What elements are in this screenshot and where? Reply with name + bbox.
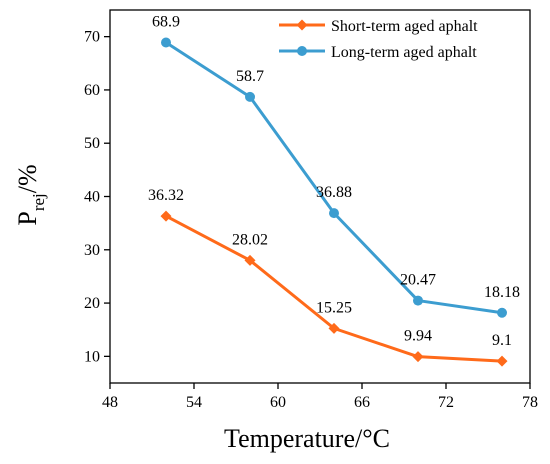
y-tick-label: 60: [84, 82, 100, 99]
ticks: 48 54 60 66 72 78 10 20 30 40 50 60 70: [84, 29, 538, 411]
series-line-1: [165, 41, 503, 315]
y-tick-label: 70: [84, 29, 100, 46]
y-tick-label: 30: [84, 242, 100, 259]
y-axis-title-sub: rej: [29, 193, 48, 211]
data-label: 9.1: [492, 332, 512, 349]
legend-marker-short-term: [296, 19, 308, 31]
legend-item-short-term: Short-term aged aphalt: [279, 18, 478, 35]
data-label: 9.94: [404, 328, 432, 345]
legend: Short-term aged aphalt Long-term aged ap…: [279, 18, 478, 61]
y-tick-label: 50: [84, 135, 100, 152]
data-label: 28.02: [232, 231, 268, 248]
legend-label-short-term: Short-term aged aphalt: [331, 18, 478, 35]
data-label: 20.47: [400, 272, 436, 289]
y-tick-label: 20: [84, 295, 100, 312]
legend-item-long-term: Long-term aged aphalt: [279, 44, 477, 61]
data-label: 36.32: [148, 187, 184, 204]
data-label: 36.88: [316, 184, 352, 201]
series-line-0: [165, 214, 503, 363]
y-axis-title: Prej/%: [13, 164, 48, 225]
data-point: [413, 295, 423, 306]
data-point: [497, 307, 507, 318]
data-point: [245, 91, 255, 102]
data-point: [328, 322, 340, 334]
data-point: [496, 355, 508, 367]
x-tick-label: 78: [522, 394, 538, 411]
data-point: [244, 254, 256, 266]
y-tick-label: 40: [84, 189, 100, 206]
x-axis-title: Temperature/°C: [224, 424, 390, 453]
x-tick-label: 60: [270, 394, 286, 411]
data-label: 15.25: [316, 299, 352, 316]
series-layer: [160, 37, 508, 367]
data-point: [412, 351, 424, 363]
data-labels: 36.32 28.02 15.25 9.94 9.1 68.9 58.7 36.88 20.47…: [148, 14, 520, 350]
y-axis-title-suffix: /%: [13, 164, 42, 193]
data-label: 18.18: [484, 284, 520, 301]
legend-marker-long-term: [297, 46, 307, 56]
x-tick-label: 72: [438, 394, 454, 411]
x-tick-label: 54: [186, 394, 202, 411]
x-tick-label: 66: [354, 394, 370, 411]
data-point: [160, 210, 172, 222]
data-point: [329, 208, 339, 219]
data-label: 58.7: [236, 68, 264, 85]
data-point: [161, 37, 171, 48]
legend-label-long-term: Long-term aged aphalt: [331, 44, 477, 61]
y-axis-title-main: P: [13, 211, 42, 225]
y-tick-label: 10: [84, 348, 100, 365]
data-label: 68.9: [152, 14, 180, 31]
x-tick-label: 48: [102, 394, 118, 411]
